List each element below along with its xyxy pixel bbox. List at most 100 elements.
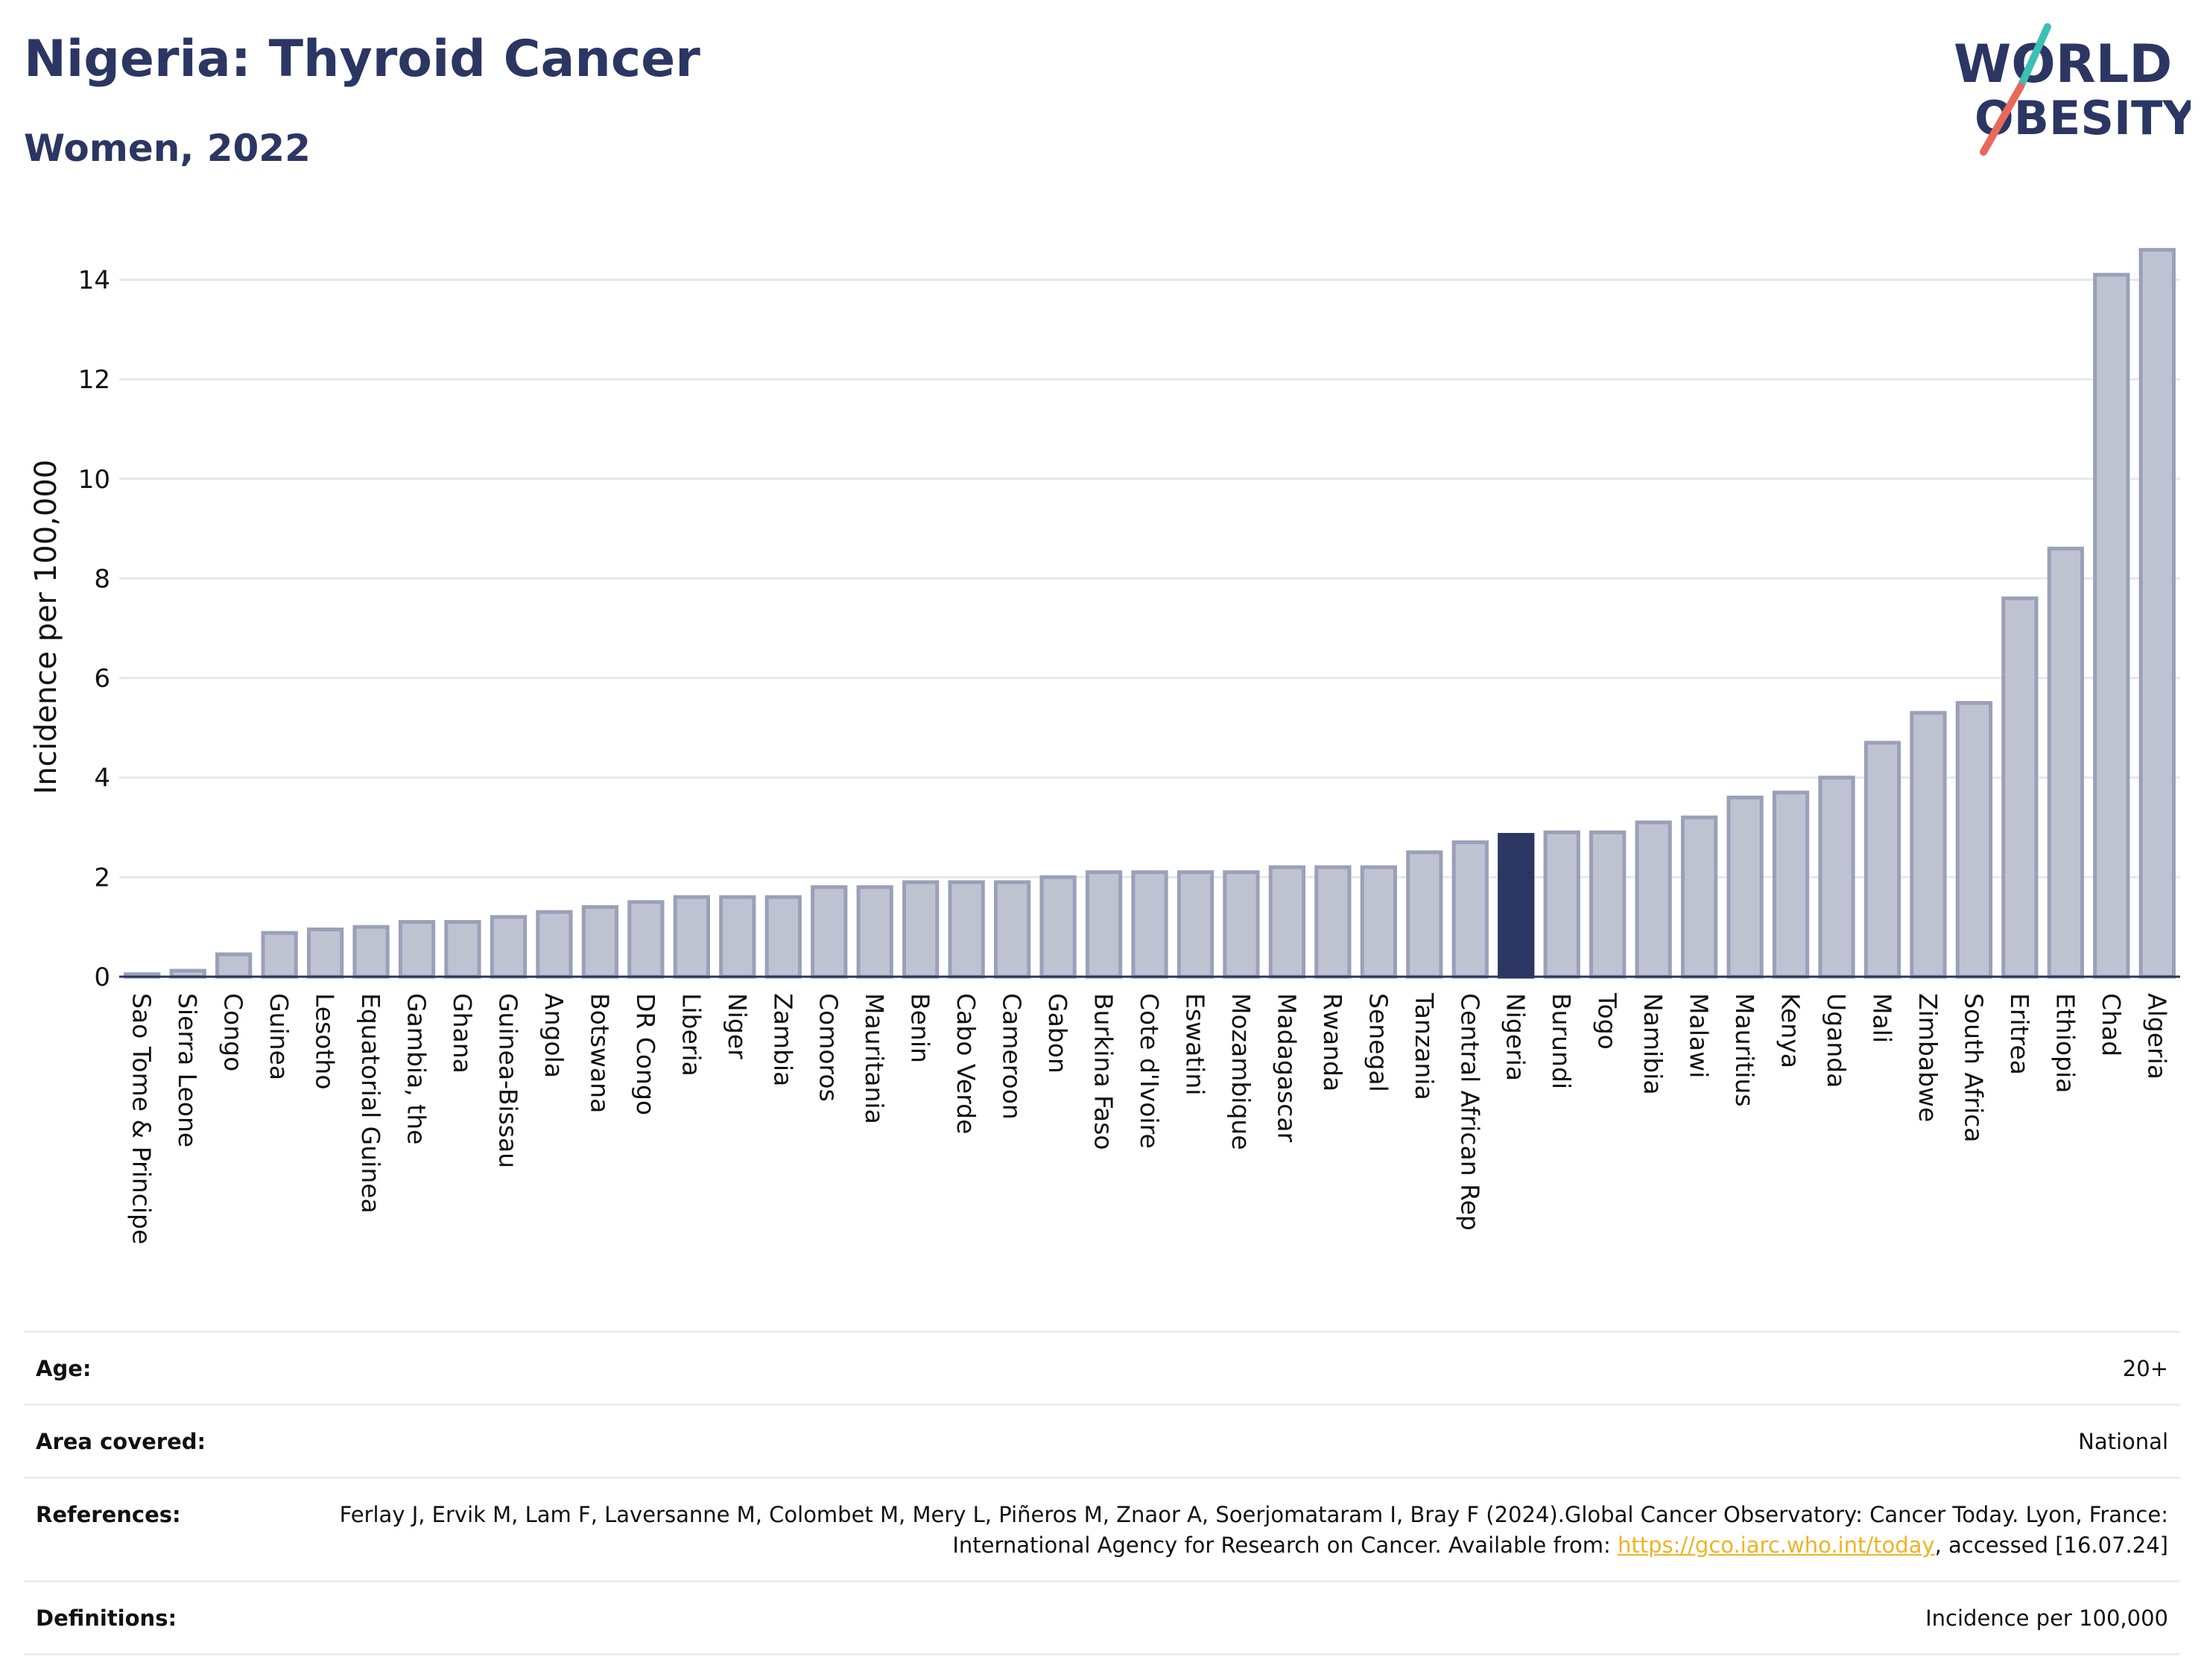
x-category-label: Algeria: [2142, 993, 2171, 1080]
meta-row-area: Area covered: National: [24, 1404, 2180, 1477]
bar-nigeria: [1498, 833, 1535, 979]
bar-gambia-the: [398, 919, 436, 979]
meta-key: Area covered:: [36, 1429, 206, 1454]
x-category-label: South Africa: [1959, 993, 1988, 1143]
meta-value: 20+: [2122, 1356, 2168, 1381]
bar-dr-congo: [627, 900, 665, 979]
y-axis-ticks: 0 2 4 6 8 10 12 14: [78, 265, 110, 992]
x-category-label: Senegal: [1364, 993, 1393, 1092]
x-category-label: Niger: [723, 993, 752, 1059]
bar-chad: [2093, 273, 2130, 979]
bar-gabon: [1039, 875, 1077, 979]
x-category-label: DR Congo: [631, 993, 660, 1115]
bar-chart: 0 2 4 6 8 10 12 14 Sao Tome & Principe Sierra Le…: [29, 247, 2180, 1244]
bar-ethiopia: [2047, 546, 2084, 979]
bar-angola: [536, 910, 573, 979]
bar-senegal: [1360, 865, 1397, 979]
bars: [124, 247, 2176, 979]
x-category-label: Rwanda: [1318, 993, 1347, 1091]
bar-eritrea: [2001, 596, 2039, 979]
bar-uganda: [1818, 776, 1855, 979]
bar-benin: [902, 880, 940, 979]
x-category-label: Guinea: [265, 993, 294, 1080]
reference-accessed: , accessed [16.07.24]: [1934, 1532, 2168, 1558]
y-tick-label: 0: [94, 963, 110, 992]
x-category-label: Liberia: [677, 993, 706, 1077]
x-category-label: Ghana: [448, 993, 477, 1074]
x-category-label: Malawi: [1685, 993, 1714, 1078]
logo-slash-red: [1980, 83, 2024, 156]
reference-link[interactable]: https://gco.iarc.who.int/today: [1617, 1532, 1935, 1558]
x-category-label: Lesotho: [311, 993, 340, 1090]
bar-lesotho: [306, 928, 344, 979]
x-category-label: Burkina Faso: [1089, 993, 1118, 1150]
bar-eswatini: [1177, 870, 1215, 979]
bar-algeria: [2138, 247, 2176, 979]
bar-burkina-faso: [1085, 870, 1123, 979]
x-category-label: Uganda: [1822, 993, 1851, 1088]
x-category-label: Eritrea: [2005, 993, 2034, 1075]
meta-key: Definitions:: [36, 1605, 177, 1631]
bar-zimbabwe: [1910, 711, 1947, 979]
x-category-label: Comoros: [814, 993, 843, 1102]
y-tick-label: 8: [94, 564, 110, 594]
bar-kenya: [1772, 790, 1810, 979]
x-category-label: Mauritania: [860, 993, 889, 1124]
chart-title: Nigeria: Thyroid Cancer: [24, 30, 700, 89]
x-category-label: Benin: [906, 993, 935, 1063]
bar-zambia: [764, 895, 802, 979]
x-category-label: Cameroon: [998, 993, 1027, 1120]
bar-south-africa: [1955, 700, 1993, 979]
y-tick-label: 2: [94, 863, 110, 893]
x-category-label: Gambia, the: [402, 993, 431, 1144]
chart-subtitle: Women, 2022: [24, 127, 311, 170]
bar-comoros: [811, 885, 848, 979]
bar-cabo-verde: [948, 880, 985, 979]
x-category-label: Zambia: [768, 993, 797, 1086]
bar-cote-d-ivoire: [1131, 870, 1168, 979]
x-axis-labels: Sao Tome & Principe Sierra Leone Congo Guin…: [127, 992, 2172, 1244]
world-obesity-logo: WORLD OBESITY: [1954, 23, 2191, 156]
bar-central-african-rep: [1451, 840, 1489, 979]
meta-row-references: References: Ferlay J, Ervik M, Lam F, La…: [24, 1477, 2180, 1580]
logo-word-world: WORLD: [1954, 34, 2172, 95]
bar-congo: [215, 952, 253, 979]
bar-burundi: [1543, 830, 1580, 979]
x-category-label: Eswatini: [1180, 993, 1209, 1095]
bar-rwanda: [1314, 865, 1352, 979]
x-category-label: Guinea-Bissau: [493, 993, 522, 1168]
x-category-label: Mozambique: [1226, 993, 1255, 1150]
meta-value: Incidence per 100,000: [1925, 1605, 2168, 1631]
bar-guinea: [261, 931, 298, 979]
x-category-label: Angola: [539, 993, 569, 1078]
bar-botswana: [581, 904, 619, 979]
bar-togo: [1589, 830, 1627, 979]
y-tick-label: 10: [78, 465, 110, 495]
x-category-label: Zimbabwe: [1913, 993, 1942, 1122]
bar-ghana: [444, 919, 481, 979]
y-tick-label: 6: [94, 664, 110, 694]
meta-value: Ferlay J, Ervik M, Lam F, Laversanne M, …: [305, 1500, 2168, 1561]
bar-tanzania: [1406, 850, 1443, 979]
bar-cameroon: [993, 880, 1031, 979]
bar-madagascar: [1268, 865, 1306, 979]
x-category-label: Namibia: [1638, 993, 1668, 1095]
y-axis-title: Incidence per 100,000: [29, 460, 63, 795]
bar-mali: [1863, 741, 1901, 979]
meta-key: References:: [36, 1502, 181, 1527]
x-category-label: Congo: [219, 993, 248, 1071]
bar-equatorial-guinea: [352, 925, 390, 979]
metadata-table: Age: 20+ Area covered: National Referenc…: [24, 1331, 2180, 1655]
y-tick-label: 14: [78, 265, 110, 295]
meta-row-definitions: Definitions: Incidence per 100,000: [24, 1580, 2180, 1655]
x-category-label: Kenya: [1776, 993, 1805, 1068]
x-category-label: Cote d'Ivoire: [1135, 993, 1164, 1149]
x-category-label: Ethiopia: [2051, 993, 2080, 1093]
y-tick-label: 4: [94, 764, 110, 793]
bar-niger: [719, 895, 756, 979]
x-category-label: Central African Rep: [1455, 993, 1484, 1231]
bar-guinea-bissau: [490, 915, 528, 979]
bar-liberia: [673, 895, 710, 979]
x-category-label: Gabon: [1043, 993, 1072, 1074]
bar-mauritania: [856, 885, 893, 979]
